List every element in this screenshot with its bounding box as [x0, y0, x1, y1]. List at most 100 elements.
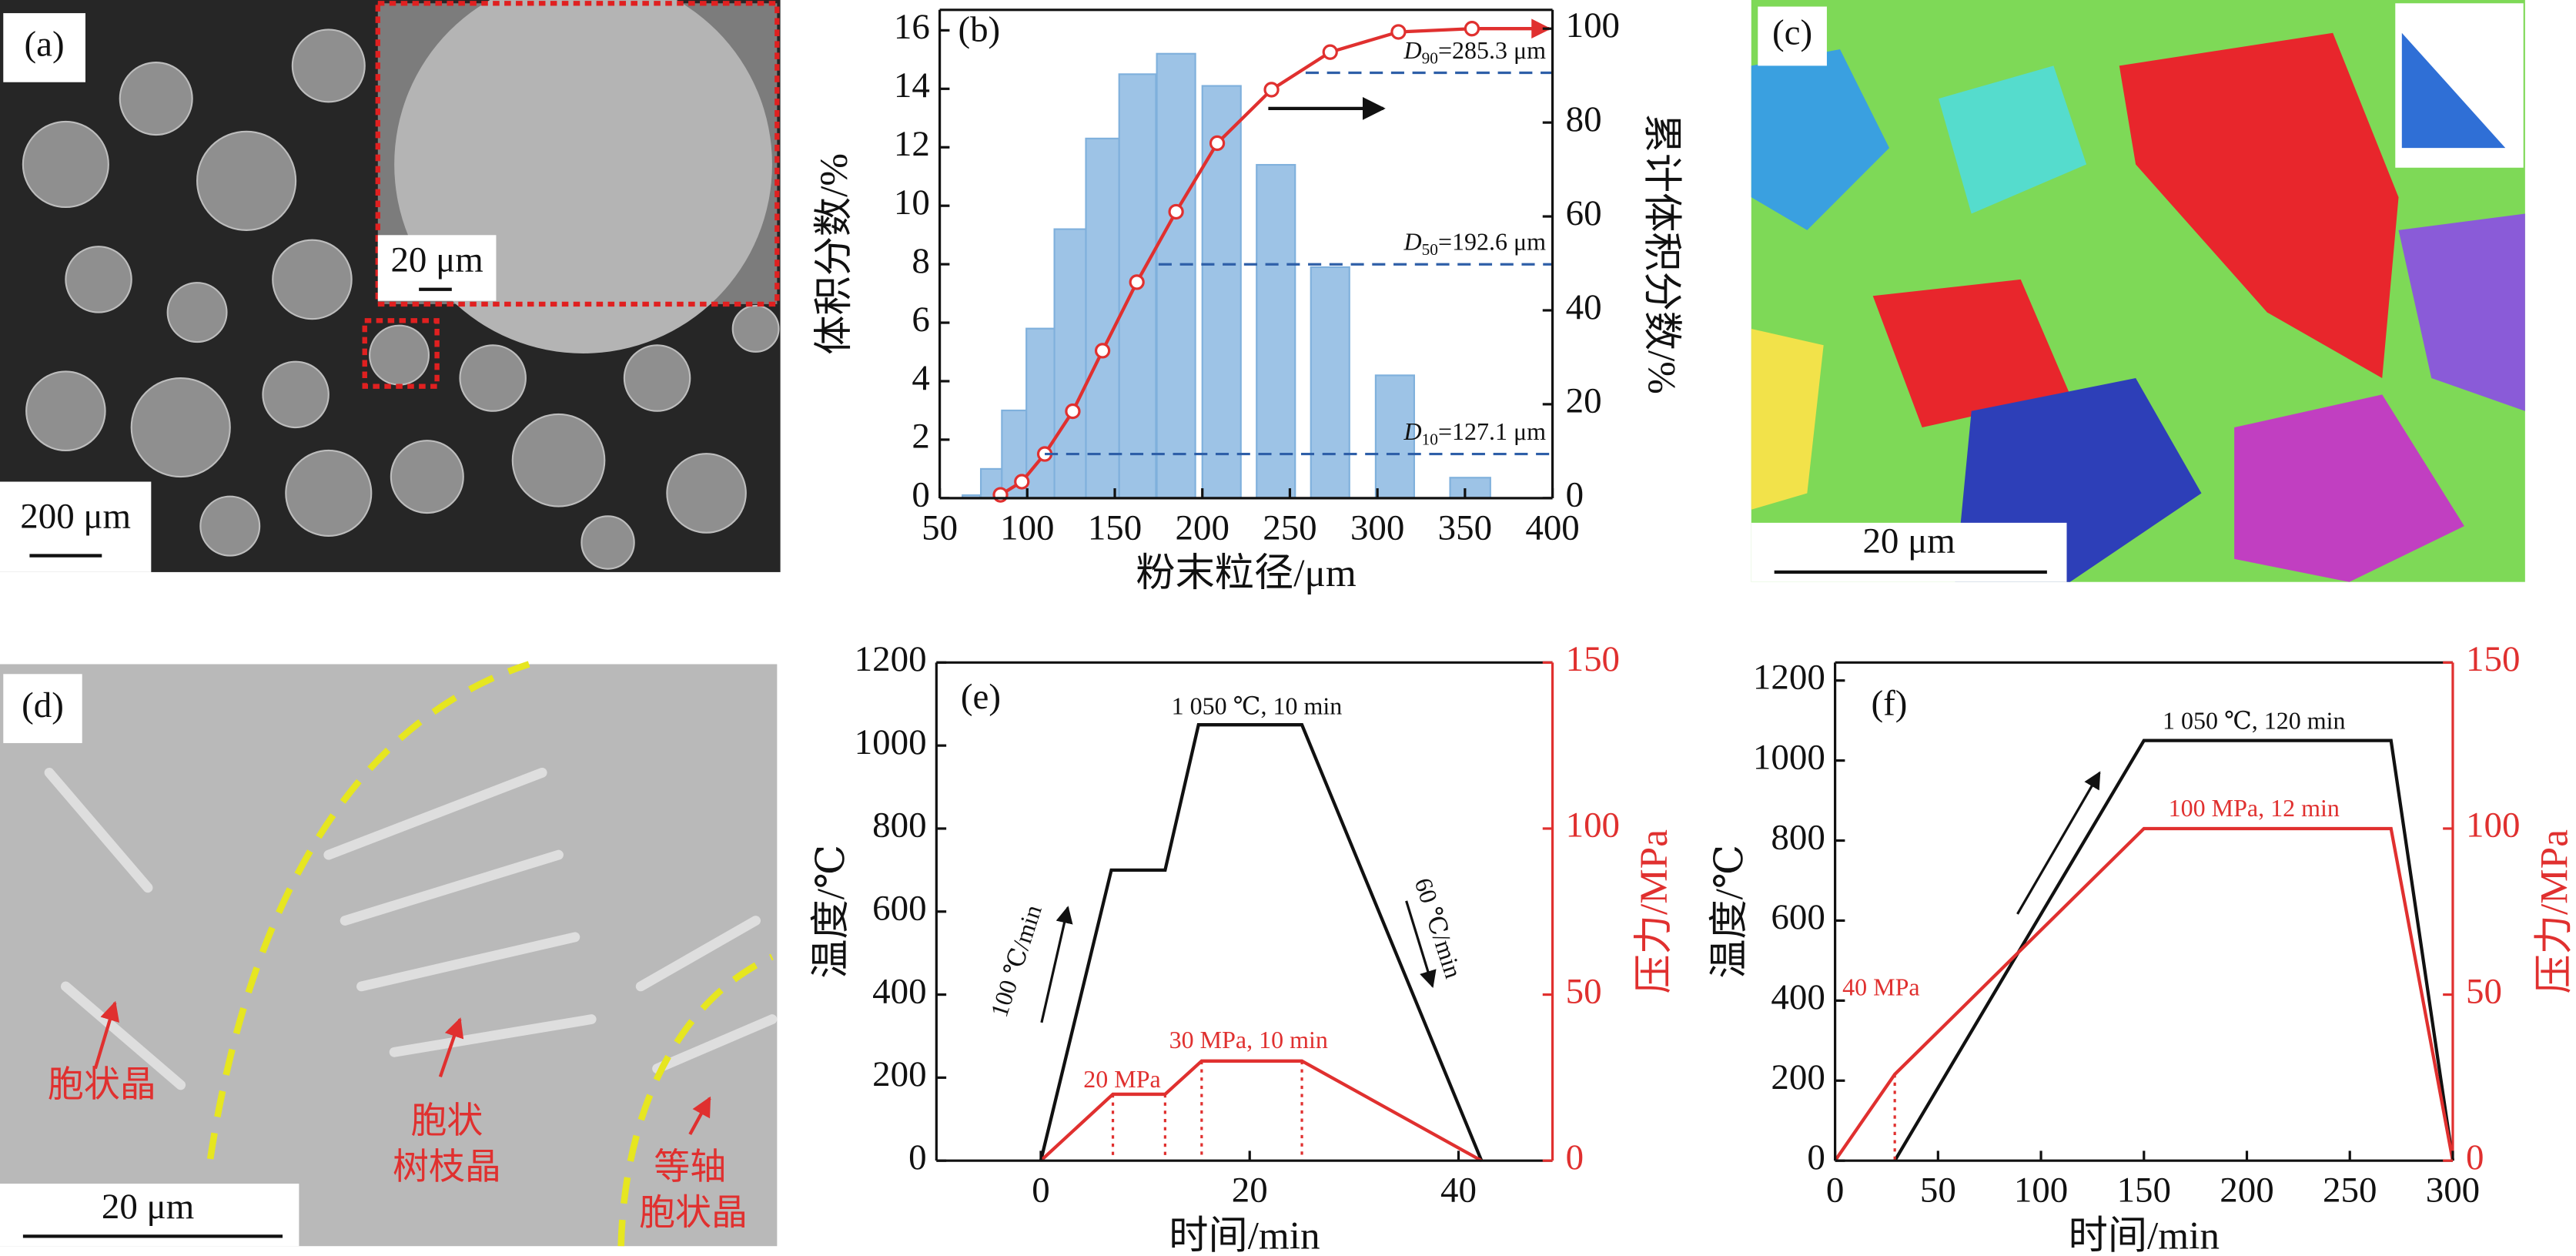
y-axis-label: 温度/℃	[1708, 845, 1751, 979]
label-part: D	[1403, 228, 1422, 256]
y2-tick-label: 0	[1566, 475, 1584, 515]
reference-label: D10=127.1 μm	[1403, 417, 1547, 448]
chart: 0 20 40020040060080010001200050100150时间/mi…	[809, 639, 1676, 1256]
panel-label: (d)	[22, 685, 64, 725]
marker	[1094, 343, 1111, 359]
x-tick-label: 250	[2323, 1171, 2377, 1211]
y-tick-label: 14	[894, 65, 930, 106]
y-tick-label: 0	[908, 1137, 926, 1177]
panel-label: (e)	[961, 677, 1001, 717]
y-tick-label: 1200	[855, 639, 927, 679]
panel-label: (c)	[1772, 13, 1812, 53]
x-tick-label: 40	[1440, 1171, 1477, 1211]
y-tick-label: 12	[894, 124, 930, 164]
x-axis-label: 时间/min	[1169, 1214, 1320, 1256]
marker	[1209, 135, 1226, 152]
bar	[1449, 477, 1491, 499]
annotation: 1 050 ℃, 120 min	[2163, 707, 2346, 735]
y-tick-label: 8	[912, 241, 929, 281]
x-tick-label: 100	[1000, 507, 1054, 548]
annotation: 30 MPa, 10 min	[1169, 1026, 1328, 1053]
y-tick-label: 6	[912, 300, 929, 340]
y-tick-label: 400	[872, 971, 926, 1011]
annotation: 40 MPa	[1842, 973, 1919, 1000]
scale-bar-label: 20 μm	[390, 239, 483, 280]
y2-tick-label: 100	[1566, 806, 1620, 846]
y-axis-label: 体积分数/%	[812, 153, 856, 355]
y2-tick-label: 150	[1566, 639, 1620, 679]
marker	[1129, 274, 1145, 290]
bar	[1053, 228, 1087, 499]
panel-label: (b)	[958, 9, 1000, 49]
y2-tick-label: 50	[1566, 971, 1602, 1011]
marker	[1263, 82, 1280, 98]
annotation: 1 050 ℃, 10 min	[1172, 692, 1343, 719]
panel-a: (a) 200 μm 20 μm	[0, 0, 781, 572]
annotation: 60 ℃/min	[1410, 875, 1468, 982]
panel-label: (f)	[1872, 684, 1908, 724]
y2-tick-label: 0	[2466, 1137, 2484, 1177]
region-label: 胞状晶	[639, 1194, 748, 1234]
x-tick-label: 50	[922, 507, 958, 548]
reference-label: D90=285.3 μm	[1403, 36, 1547, 67]
label-part: =127.1 μm	[1438, 417, 1546, 445]
y-tick-label: 600	[1771, 897, 1825, 937]
x-tick-label: 250	[1263, 507, 1316, 548]
marker	[992, 487, 1009, 503]
x-tick-label: 200	[2220, 1171, 2273, 1211]
marker	[1390, 24, 1407, 40]
y-tick-label: 600	[872, 889, 926, 929]
y-tick-label: 400	[1771, 977, 1825, 1017]
arrow	[1040, 906, 1073, 1023]
marker	[1464, 21, 1480, 37]
y-tick-label: 800	[1771, 817, 1825, 857]
y-tick-label: 1200	[1753, 657, 1825, 697]
label-part: D	[1403, 417, 1422, 445]
panel-d: (d) 20 μm 胞状晶 胞状 树枝晶 等轴 胞状晶	[0, 661, 778, 1247]
marker	[1322, 44, 1338, 60]
x-tick-label: 150	[1088, 507, 1142, 548]
y-tick-label: 800	[872, 806, 926, 846]
x-tick-label: 100	[2014, 1171, 2068, 1211]
y-tick-label: 2	[912, 417, 929, 457]
region-label: 胞状	[411, 1101, 483, 1141]
annotation: 100 ℃/min	[985, 902, 1047, 1020]
scale-bar-label: 200 μm	[20, 496, 131, 536]
y-tick-label: 200	[872, 1054, 926, 1094]
x-tick-label: 300	[2426, 1171, 2480, 1211]
region-label: 等轴	[654, 1147, 726, 1187]
panel-label: (a)	[25, 25, 65, 65]
label-part: D	[1403, 36, 1422, 64]
y-tick-label: 4	[912, 358, 929, 398]
y-axis-label: 温度/℃	[809, 845, 853, 979]
arrow	[1405, 900, 1437, 989]
scale-bar-label: 20 μm	[102, 1187, 194, 1227]
y-tick-label: 16	[894, 7, 930, 47]
y-tick-label: 1000	[1753, 737, 1825, 777]
region-label: 胞状晶	[48, 1065, 156, 1105]
arrow	[2016, 771, 2101, 915]
bar	[1156, 52, 1196, 499]
y-tick-label: 200	[1771, 1057, 1825, 1097]
y2-axis-label: 压力/MPa	[1632, 829, 1676, 994]
y-tick-label: 0	[1807, 1137, 1825, 1177]
scale-bar-label: 20 μm	[1862, 521, 1955, 561]
y-tick-label: 10	[894, 183, 930, 223]
y2-tick-label: 0	[1566, 1137, 1584, 1177]
y2-tick-label: 20	[1566, 381, 1602, 421]
region-label: 树枝晶	[393, 1147, 501, 1187]
line	[1039, 723, 1484, 1161]
x-tick-label: 150	[2117, 1171, 2171, 1211]
label-part: =285.3 μm	[1438, 36, 1546, 64]
reference-label: D50=192.6 μm	[1403, 228, 1547, 259]
line	[1833, 826, 2455, 1162]
y2-axis-label: 压力/MPa	[2532, 829, 2576, 994]
bar	[1085, 137, 1120, 499]
y2-tick-label: 100	[2466, 806, 2520, 846]
chart: 0 50 100 150 200 250 3000200400600800100012000…	[1708, 639, 2576, 1256]
x-tick-label: 350	[1438, 507, 1492, 548]
marker	[1014, 474, 1030, 490]
